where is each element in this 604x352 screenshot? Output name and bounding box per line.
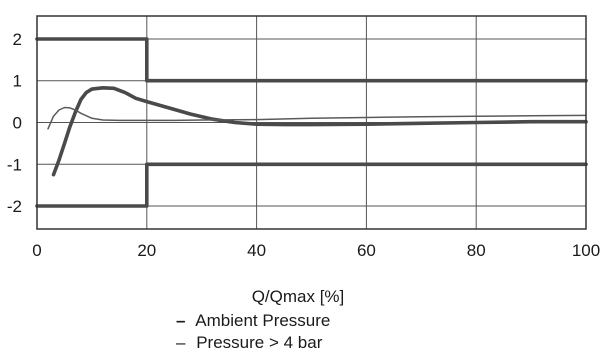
- series-pressure-4bar-curve: [47, 106, 587, 130]
- series-layer: [35, 37, 588, 208]
- x-tick-label-4: 80: [467, 241, 486, 260]
- legend-label-pressure: Pressure > 4 bar: [196, 333, 322, 352]
- legend-label-ambient: Ambient Pressure: [195, 311, 330, 330]
- x-tick-labels: 0 20 40 60 80 100: [32, 241, 600, 260]
- x-tick-label-0: 0: [32, 241, 41, 260]
- x-tick-label-3: 60: [357, 241, 376, 260]
- legend-marker-ambient: –: [176, 311, 185, 330]
- y-tick-label-4: -2: [7, 197, 22, 216]
- series-lower-tolerance-limit: [35, 162, 588, 208]
- legend: – Ambient Pressure – Pressure > 4 bar: [176, 311, 330, 352]
- legend-item-pressure: – Pressure > 4 bar: [176, 333, 323, 352]
- legend-item-ambient: – Ambient Pressure: [176, 311, 330, 330]
- plot-frame: [36, 15, 587, 230]
- legend-marker-pressure: –: [176, 333, 186, 352]
- svg-text:– Pressure > 4 bar: – Pressure > 4 bar: [176, 333, 323, 352]
- y-tick-label-2: 0: [13, 114, 22, 133]
- x-axis-label: Q/Qmax [%]: [252, 287, 345, 306]
- svg-text:– Ambient Pressure: – Ambient Pressure: [176, 311, 330, 330]
- y-tick-label-3: -1: [7, 155, 22, 174]
- x-tick-label-1: 20: [137, 241, 156, 260]
- y-tick-label-1: 1: [13, 72, 22, 91]
- x-tick-label-2: 40: [247, 241, 266, 260]
- series-ambient-pressure-curve: [51, 86, 588, 177]
- x-tick-label-5: 100: [572, 241, 600, 260]
- series-upper-tolerance-limit: [35, 37, 588, 83]
- y-tick-labels: 2 1 0 -1 -2: [7, 30, 22, 216]
- y-tick-label-0: 2: [13, 30, 22, 49]
